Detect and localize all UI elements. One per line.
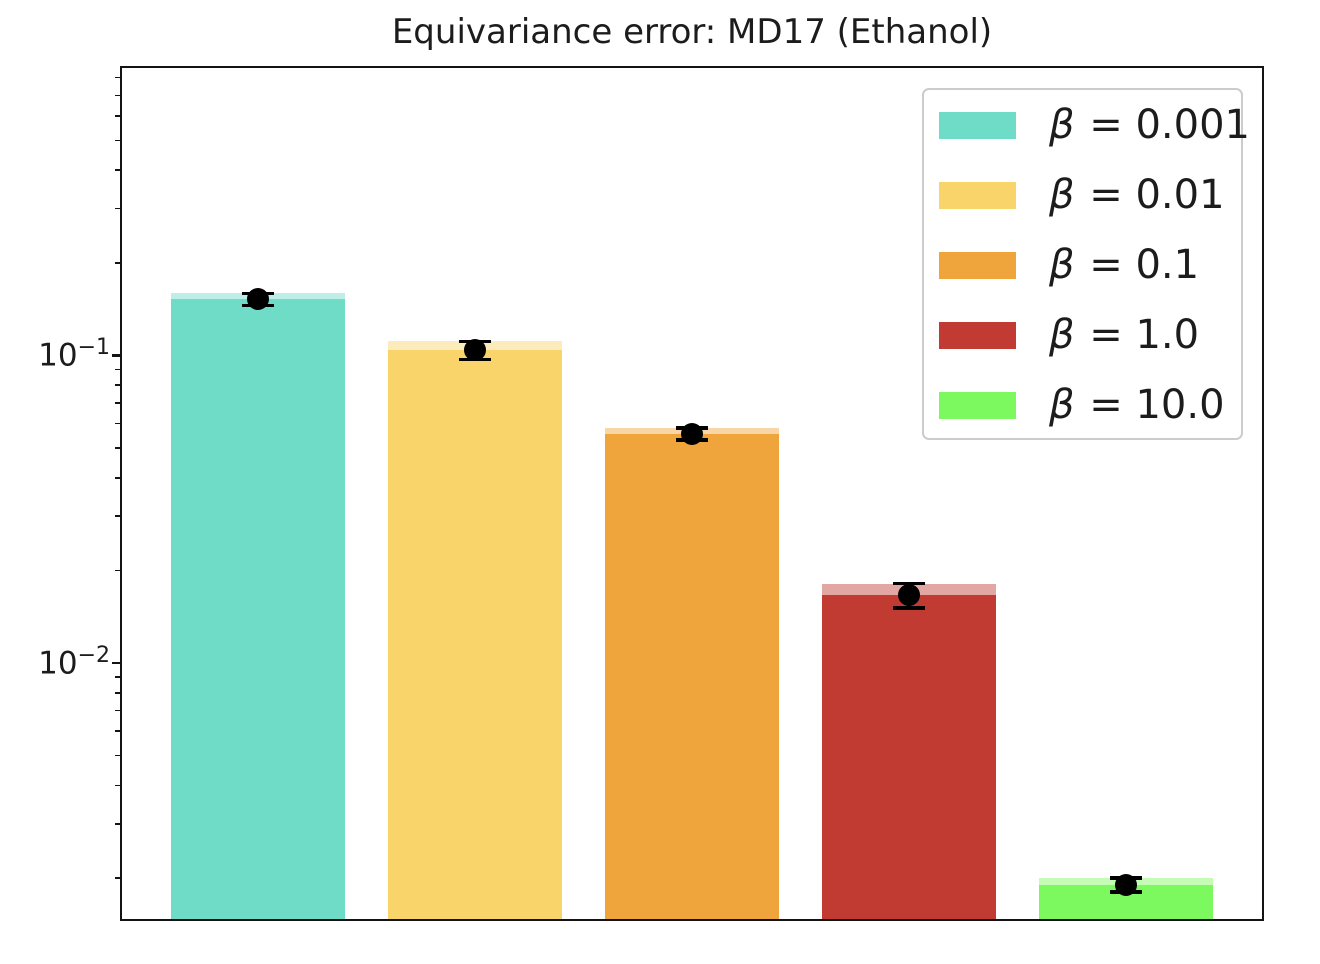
legend-swatch	[939, 181, 1016, 209]
y-tick-exponent: −2	[77, 642, 110, 668]
legend-swatch	[939, 111, 1016, 139]
legend-swatch	[939, 251, 1016, 279]
bar	[170, 299, 345, 919]
y-tick-major	[112, 354, 120, 357]
legend-entry: β = 10.0	[924, 370, 1241, 440]
legend-entry: β = 0.1	[924, 230, 1241, 300]
mean-marker-dot	[246, 288, 269, 311]
legend-entry: β = 1.0	[924, 300, 1241, 370]
bar	[822, 595, 997, 919]
chart-title: Equivariance error: MD17 (Ethanol)	[391, 12, 993, 52]
bar	[387, 350, 562, 919]
y-tick-label: 10−1	[0, 335, 110, 373]
legend-label: β = 0.001	[1049, 102, 1250, 148]
legend-entry: β = 0.001	[924, 90, 1250, 160]
legend-swatch	[939, 321, 1016, 349]
y-tick-label: 10−2	[0, 643, 110, 681]
legend-entries: β = 0.001 β = 0.01 β = 0.1 β = 1.0 β = 10.0	[924, 90, 1250, 440]
mean-marker-dot	[898, 584, 921, 607]
mean-marker-dot	[681, 423, 703, 446]
legend-swatch	[939, 391, 1016, 419]
legend-label: β = 1.0	[1049, 312, 1200, 358]
y-tick-mantissa: 10	[38, 337, 78, 374]
legend: β = 0.001 β = 0.01 β = 0.1 β = 1.0 β = 10.0	[922, 88, 1250, 440]
legend-label: β = 10.0	[1049, 382, 1225, 428]
y-tick-mantissa: 10	[38, 645, 78, 682]
bar	[605, 434, 779, 919]
y-tick-major	[112, 661, 120, 665]
legend-label: β = 0.1	[1049, 242, 1200, 288]
error-bar-cap-bottom	[893, 606, 926, 610]
error-bar-cap-top	[893, 581, 926, 586]
mean-marker-dot	[463, 339, 486, 362]
legend-entry: β = 0.01	[924, 160, 1241, 230]
mean-marker-dot	[1115, 873, 1138, 896]
legend-label: β = 0.01	[1049, 172, 1225, 218]
y-tick-exponent: −1	[77, 335, 110, 361]
